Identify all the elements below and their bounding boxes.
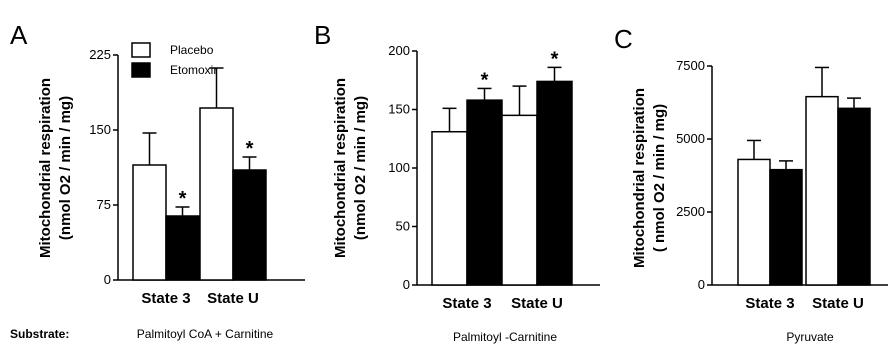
panel-a-bar-etomoxir bbox=[232, 169, 267, 281]
legend-label-etomoxir: Etomoxir bbox=[170, 63, 217, 77]
panel-c-bar-etomoxir bbox=[837, 107, 871, 286]
panel-b-letter: B bbox=[314, 20, 331, 50]
legend-swatch-etomoxir bbox=[131, 62, 151, 78]
panel-b-significance-marker: * bbox=[551, 48, 559, 70]
panel-b-substrate: Palmitoyl -Carnitine bbox=[453, 330, 557, 344]
panel-a-y-tick-label: 75 bbox=[97, 197, 111, 212]
panel-a-bar-placebo bbox=[199, 107, 234, 281]
panel-a-plot: 0 75 150 225 * State 3 * State U bbox=[89, 47, 305, 307]
panel-c-y-tick-label: 2500 bbox=[676, 204, 705, 219]
panel-c-bar-etomoxir bbox=[769, 168, 803, 286]
panel-c-letter: C bbox=[614, 24, 633, 54]
panel-a-ylabel-line2: (nmol O2 / min / mg) bbox=[57, 96, 74, 240]
panel-a-significance-marker: * bbox=[246, 138, 254, 160]
panel-b-y-tick-label: 200 bbox=[388, 43, 410, 58]
panel-c-ylabel-line1: Mitochondrial respiration bbox=[631, 88, 648, 268]
panel-a-y-tick-label: 0 bbox=[104, 272, 111, 287]
panel-b-y-tick-label: 150 bbox=[388, 102, 410, 117]
panel-b-y-tick-label: 100 bbox=[388, 160, 410, 175]
substrate-heading: Substrate: bbox=[10, 327, 69, 341]
panel-c-y-tick-label: 7500 bbox=[676, 58, 705, 73]
panel-a-substrate: Palmitoyl CoA + Carnitine bbox=[137, 327, 274, 341]
panel-a-bar-etomoxir bbox=[165, 215, 200, 281]
panel-b-ylabel-line1: Mitochondrial respiration bbox=[332, 78, 349, 258]
panel-b-bar-placebo bbox=[431, 130, 468, 286]
panel-a-ylabel-line1: Mitochondrial respiration bbox=[37, 78, 54, 258]
panel-c-y-tick-label: 0 bbox=[698, 277, 705, 292]
panel-b-plot: 0 50 100 150 200 * State 3 * State U bbox=[388, 43, 600, 312]
panel-a-y-tick-label: 225 bbox=[89, 47, 111, 62]
panel-b-category-label: State 3 bbox=[442, 295, 491, 312]
panel-c-plot: 0 2500 5000 7500 State 3 State U bbox=[676, 58, 888, 312]
panel-b-bar-placebo bbox=[501, 114, 538, 286]
panel-a-letter: A bbox=[10, 20, 28, 50]
panel-c: C Mitochondrial respiration ( nmol O2 / … bbox=[614, 24, 888, 344]
legend-swatch-placebo bbox=[131, 42, 151, 58]
panel-b: B Mitochondrial respiration (nmol O2 / m… bbox=[314, 20, 600, 344]
panel-c-bar-placebo bbox=[737, 158, 771, 286]
panel-a-bar-placebo bbox=[132, 164, 167, 281]
panel-c-bar-placebo bbox=[805, 95, 839, 286]
panel-b-y-tick-label: 50 bbox=[396, 219, 410, 234]
panel-b-y-tick-label: 0 bbox=[403, 277, 410, 292]
legend: Placebo Etomoxir bbox=[131, 42, 217, 78]
panel-c-ylabel-line2: ( nmol O2 / min / mg) bbox=[651, 104, 668, 252]
panel-b-significance-marker: * bbox=[481, 69, 489, 91]
panel-a-category-label: State 3 bbox=[141, 290, 190, 307]
panel-c-substrate: Pyruvate bbox=[786, 330, 834, 344]
panel-c-y-tick-label: 5000 bbox=[676, 131, 705, 146]
panel-b-ylabel-line2: (nmol O2 / min / mg) bbox=[352, 96, 369, 240]
panel-a-category-label: State U bbox=[207, 290, 259, 307]
panel-c-category-label: State 3 bbox=[745, 295, 794, 312]
legend-label-placebo: Placebo bbox=[170, 43, 214, 57]
panel-a: A Mitochondrial respiration (nmol O2 / m… bbox=[10, 20, 305, 341]
panel-a-y-tick-label: 150 bbox=[89, 122, 111, 137]
panel-b-bar-etomoxir bbox=[466, 99, 503, 286]
panel-b-category-label: State U bbox=[511, 295, 563, 312]
panel-b-bar-etomoxir bbox=[536, 80, 573, 286]
panel-c-category-label: State U bbox=[812, 295, 864, 312]
panel-a-significance-marker: * bbox=[179, 188, 187, 210]
